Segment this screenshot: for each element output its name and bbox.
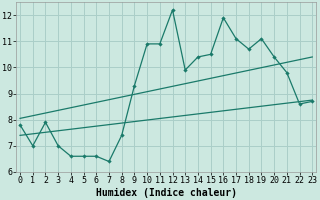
X-axis label: Humidex (Indice chaleur): Humidex (Indice chaleur) xyxy=(96,188,237,198)
